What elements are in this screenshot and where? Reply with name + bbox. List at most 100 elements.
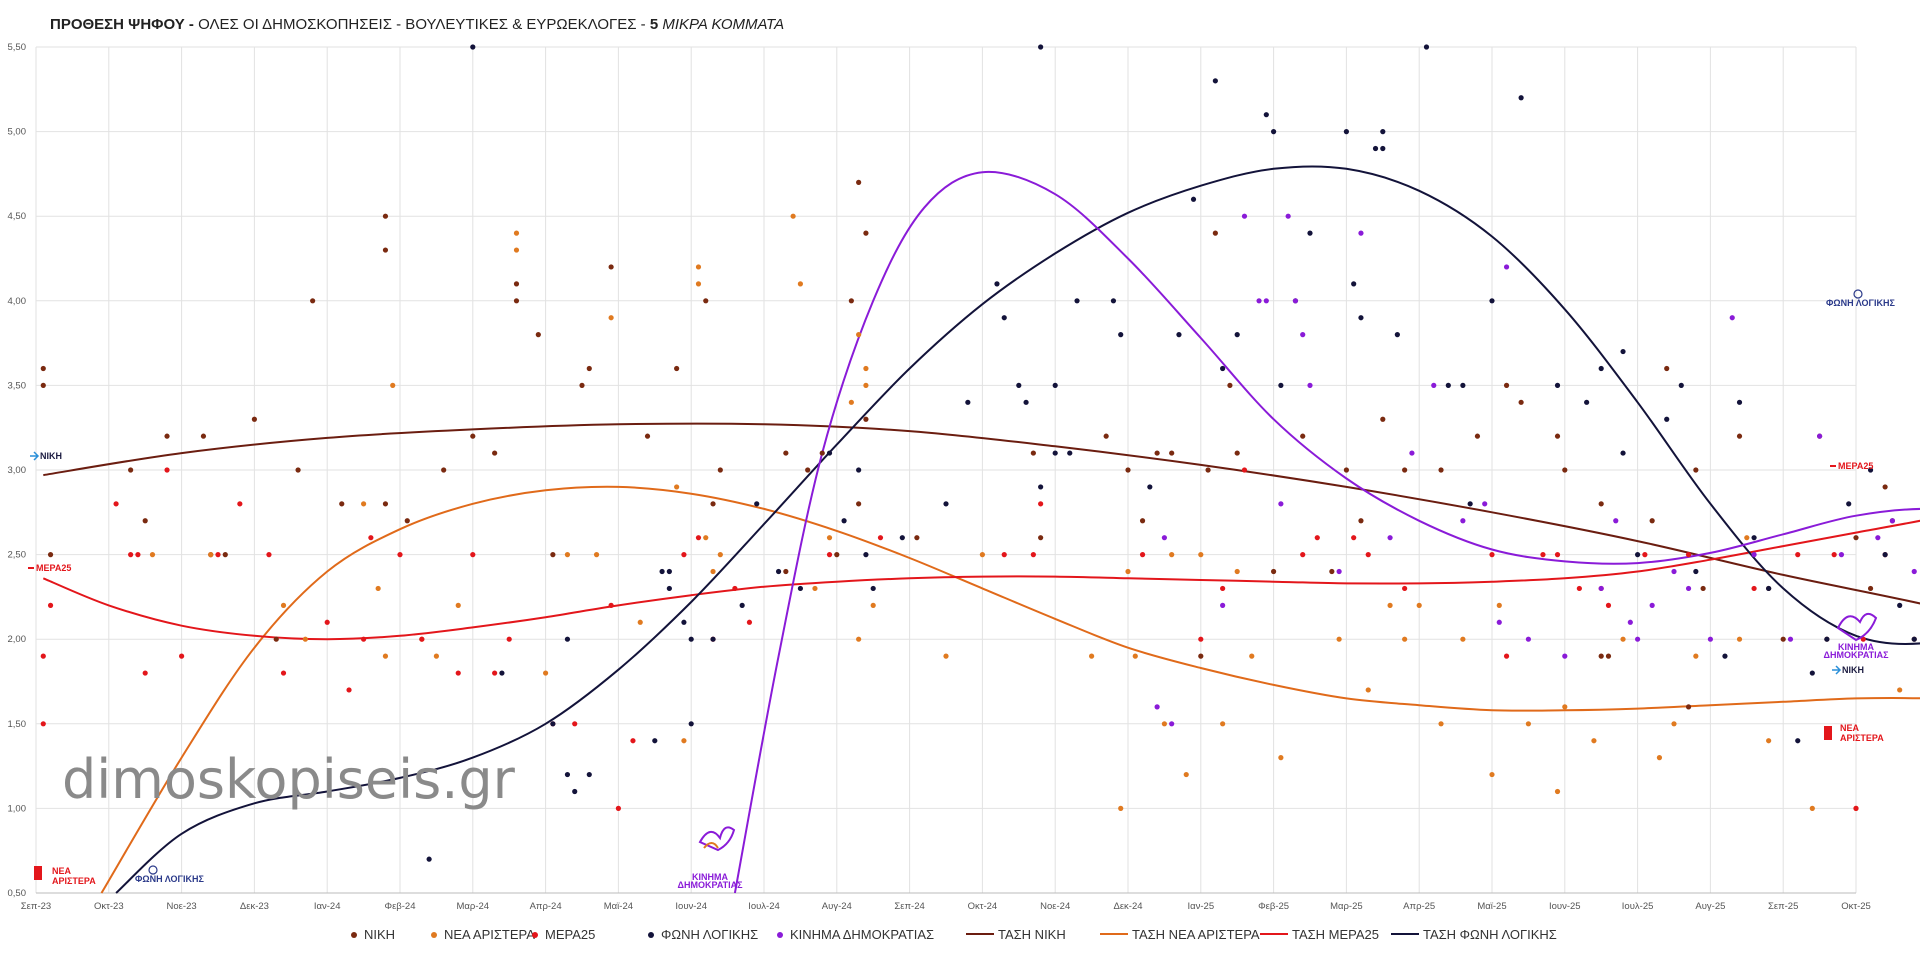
data-point — [492, 670, 498, 676]
data-point — [40, 721, 46, 727]
data-point — [1656, 755, 1663, 761]
data-point — [1685, 704, 1692, 710]
data-point — [1220, 365, 1226, 372]
y-tick-label: 4,00 — [8, 296, 27, 307]
data-point — [979, 552, 986, 558]
data-point — [1562, 704, 1568, 710]
data-point — [1329, 568, 1335, 575]
data-point — [564, 771, 571, 778]
x-tick-label: Οκτ-24 — [968, 901, 998, 912]
data-point — [1038, 484, 1044, 490]
data-point — [703, 535, 709, 541]
data-point — [390, 382, 396, 388]
data-point — [1271, 129, 1277, 135]
data-point — [222, 552, 228, 558]
data-point — [397, 552, 403, 558]
data-point — [775, 568, 782, 575]
data-point — [1889, 518, 1895, 524]
data-point — [1736, 433, 1743, 439]
data-point — [1620, 348, 1626, 355]
data-point — [1183, 771, 1189, 778]
data-point — [128, 467, 134, 473]
data-point — [1525, 636, 1531, 642]
data-point — [739, 602, 745, 608]
data-point — [1584, 399, 1590, 405]
data-point — [1897, 602, 1903, 608]
data-point — [1147, 484, 1153, 490]
data-point — [1460, 518, 1466, 524]
x-tick-label: Αυγ-24 — [822, 901, 852, 912]
x-tick-label: Δεκ-23 — [240, 901, 269, 912]
data-point — [200, 433, 207, 439]
data-point — [819, 450, 825, 456]
data-point — [1169, 552, 1175, 558]
data-point — [674, 365, 680, 372]
data-point — [1795, 552, 1801, 558]
data-point — [863, 416, 869, 422]
data-point — [1489, 771, 1495, 778]
data-point — [812, 585, 818, 592]
data-point — [1402, 467, 1408, 473]
data-point — [1234, 450, 1240, 456]
data-point — [994, 281, 1000, 287]
data-point — [1227, 382, 1233, 388]
data-point — [1256, 298, 1262, 304]
data-point — [1693, 653, 1699, 659]
data-point — [1234, 332, 1240, 338]
x-tick-label: Σεπ-24 — [894, 901, 924, 912]
chart-title: ΠΡΟΘΕΣΗ ΨΗΦΟΥ - ΟΛΕΣ ΟΙ ΔΗΜΟΣΚΟΠΗΣΕΙΣ - … — [50, 16, 784, 33]
data-point — [1198, 636, 1204, 642]
y-tick-label: 3,00 — [8, 465, 27, 476]
data-point — [1809, 670, 1815, 676]
data-point — [1700, 585, 1706, 592]
data-point — [1067, 450, 1073, 456]
data-point — [1729, 315, 1735, 321]
data-point — [535, 332, 541, 338]
data-point — [1154, 450, 1160, 456]
nea-aristera-logo-right-2: ΑΡΙΣΤΕΡΑ — [1840, 733, 1884, 743]
data-point — [1387, 602, 1393, 608]
data-point — [1372, 145, 1379, 152]
legend-marker — [431, 932, 437, 938]
data-point — [135, 552, 141, 558]
scatter-points — [40, 44, 1917, 862]
nea-aristera-logo-left-1: ΝΕΑ — [52, 866, 72, 876]
data-point — [1351, 535, 1357, 541]
data-point — [826, 450, 833, 456]
legend-label: ΚΙΝΗΜΑ ΔΗΜΟΚΡΑΤΙΑΣ — [790, 927, 934, 942]
legend-marker — [648, 932, 654, 938]
legend-label: ΤΑΣΗ ΝΙΚΗ — [998, 927, 1066, 942]
data-point — [1220, 585, 1226, 592]
title-italic: ΜΙΚΡΑ ΚΟΜΜΑΤΑ — [662, 16, 785, 33]
data-point — [1030, 450, 1036, 456]
data-point — [1736, 636, 1743, 642]
data-point — [790, 213, 796, 219]
data-point — [1038, 44, 1044, 50]
data-point — [1482, 501, 1488, 507]
data-point — [1911, 568, 1917, 575]
data-point — [1110, 298, 1117, 304]
data-point — [40, 382, 46, 388]
data-point — [1416, 602, 1422, 608]
data-point — [455, 670, 461, 676]
data-point — [1271, 568, 1277, 575]
data-point — [1882, 552, 1888, 558]
data-point — [586, 365, 592, 372]
legend-label: ΜΕΡΑ25 — [545, 927, 595, 942]
data-point — [1722, 653, 1728, 659]
data-point — [1518, 95, 1524, 101]
data-point — [1343, 129, 1349, 135]
data-point — [1161, 535, 1167, 541]
data-point — [1103, 433, 1109, 439]
data-point — [1605, 602, 1612, 608]
niki-logo-right: ΝΙΚΗ — [1842, 665, 1864, 675]
data-point — [499, 670, 505, 676]
data-point — [1445, 382, 1451, 388]
data-point — [1554, 552, 1561, 558]
data-point — [513, 281, 520, 287]
data-point — [164, 467, 170, 473]
data-point — [688, 636, 694, 642]
data-point — [1169, 721, 1175, 727]
data-point — [630, 738, 636, 744]
